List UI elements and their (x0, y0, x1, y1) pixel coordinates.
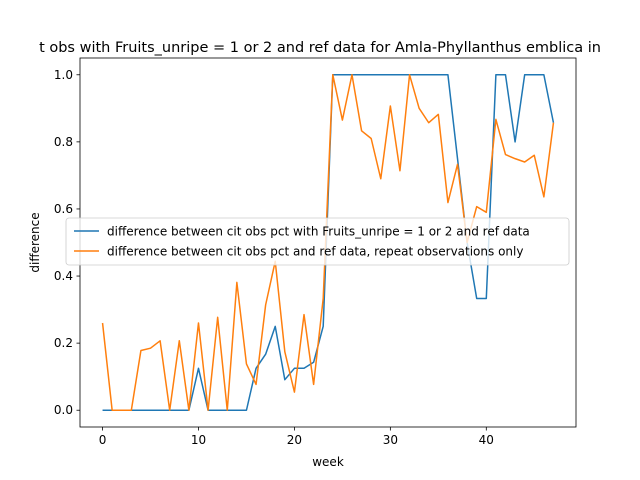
y-axis-label: difference (28, 212, 42, 272)
y-tick-label: 0.2 (54, 336, 73, 350)
x-axis-label: week (312, 455, 344, 469)
x-tick-label: 30 (383, 433, 398, 447)
legend-label: difference between cit obs pct with Frui… (107, 224, 530, 238)
chart-title: t obs with Fruits_unripe = 1 or 2 and re… (39, 40, 601, 56)
y-tick-label: 1.0 (54, 68, 73, 82)
legend-box (65, 217, 570, 266)
x-tick-label: 20 (287, 433, 302, 447)
legend-label: difference between cit obs pct and ref d… (107, 244, 523, 258)
x-tick-label: 10 (191, 433, 206, 447)
x-tick-label: 0 (99, 433, 107, 447)
y-tick-label: 0.0 (54, 403, 73, 417)
axes: 0 10 20 30 40 0.0 0.2 0.4 0.6 0.8 1.0 (54, 68, 494, 447)
y-tick-label: 0.8 (54, 135, 73, 149)
x-tick-label: 40 (479, 433, 494, 447)
legend: difference between cit obs pct with Frui… (65, 217, 570, 266)
series-lines (101, 74, 555, 411)
series-line-2 (101, 74, 555, 411)
y-tick-label: 0.4 (54, 269, 73, 283)
y-tick-label: 0.6 (54, 202, 73, 216)
